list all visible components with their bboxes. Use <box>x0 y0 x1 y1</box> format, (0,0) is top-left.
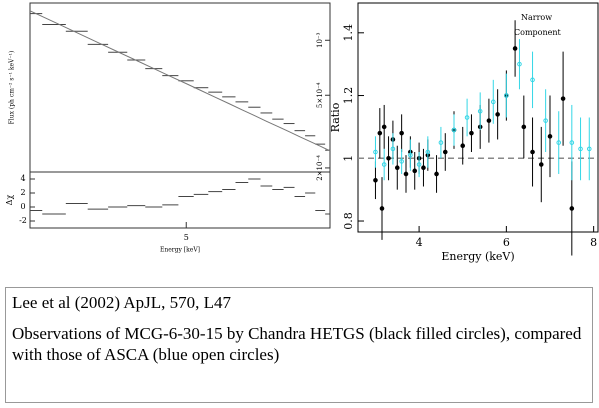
data-point <box>460 143 466 149</box>
data-point <box>379 206 385 211</box>
data-point <box>416 162 422 167</box>
data-point <box>421 165 426 170</box>
data-point <box>495 112 500 117</box>
x-tick-label: 8 <box>590 236 597 249</box>
caption-box: Lee et al (2002) ApJL, 570, L47 Observat… <box>5 287 593 403</box>
data-point <box>477 108 483 114</box>
data-point <box>469 130 474 136</box>
data-point <box>556 140 562 145</box>
data-point <box>438 140 444 145</box>
data-point <box>434 171 439 177</box>
y-axis-label: Ratio <box>329 102 342 132</box>
data-point <box>381 124 387 130</box>
data-point <box>390 146 396 152</box>
annotation: Component <box>514 28 562 37</box>
y-tick-label: 2 <box>20 188 25 197</box>
caption-text: Observations of MCG-6-30-15 by Chandra H… <box>12 324 582 364</box>
data-point <box>486 118 492 123</box>
y-axis-label: Δχ <box>5 195 14 206</box>
data-point <box>547 134 553 139</box>
x-tick-label: 5 <box>184 233 189 242</box>
y-tick-label: 1.4 <box>342 24 355 42</box>
x-axis-label: Energy (keV) <box>441 250 514 263</box>
data-point <box>442 149 448 155</box>
data-point <box>569 140 575 145</box>
data-point <box>451 127 457 133</box>
citation: Lee et al (2002) ApJL, 570, L47 <box>12 293 232 312</box>
data-point <box>399 159 404 164</box>
data-point <box>373 177 378 183</box>
y-tick-label: -2 <box>19 216 27 225</box>
y-tick-label: 2×10⁻⁴ <box>316 155 324 181</box>
data-point <box>377 130 383 136</box>
plot-frame <box>29 2 331 229</box>
model-line <box>29 10 331 152</box>
y-tick-label: 0 <box>20 202 25 211</box>
y-tick-label: 4 <box>20 174 25 183</box>
data-point <box>408 152 413 158</box>
annotation: Narrow <box>521 13 552 22</box>
data-point <box>586 146 592 152</box>
y-axis-label: Flux (ph cm⁻² s⁻¹ keV⁻¹) <box>9 51 16 125</box>
data-point <box>569 206 575 211</box>
data-point <box>578 146 583 152</box>
data-point <box>394 165 400 170</box>
data-point <box>560 96 566 101</box>
data-point <box>490 99 496 105</box>
data-point <box>373 149 378 155</box>
data-point <box>399 130 404 136</box>
y-tick-label: 0.8 <box>342 212 355 230</box>
y-tick-label: 10⁻³ <box>316 32 324 48</box>
data-point <box>530 77 535 83</box>
x-tick-label: 6 <box>503 236 510 249</box>
data-point <box>543 118 548 123</box>
data-point <box>521 124 527 130</box>
data-point <box>464 115 470 120</box>
data-point <box>517 61 522 67</box>
data-point <box>538 162 544 167</box>
data-point <box>403 171 409 177</box>
x-tick-label: 4 <box>416 236 423 249</box>
x-axis-label: Energy [keV] <box>160 247 200 254</box>
data-point <box>425 149 431 155</box>
y-tick-label: 5×10⁻⁴ <box>316 82 324 108</box>
data-point <box>412 168 418 174</box>
y-tick-label: 1.2 <box>342 87 355 105</box>
data-point <box>386 155 391 161</box>
plot-frame <box>357 2 599 233</box>
y-tick-label: 1 <box>342 155 355 162</box>
figure: Narrow Component 10⁻³ 5×10⁻⁴ 2×10⁻⁴ -2 0 2 4 5 E… <box>5 2 599 263</box>
data-point <box>512 46 518 51</box>
data-point <box>504 93 509 98</box>
data-point <box>381 162 387 167</box>
data-point <box>530 149 535 155</box>
